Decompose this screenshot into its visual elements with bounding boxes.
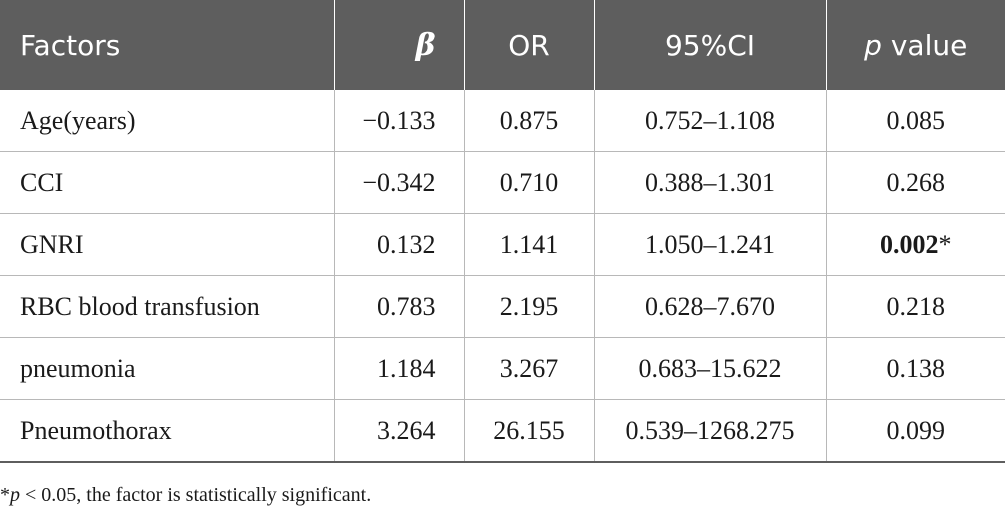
table-footnote: *p < 0.05, the factor is statistically s… xyxy=(0,484,371,507)
results-table: Factors β OR 95%CI p value Age(years) −0… xyxy=(0,0,1005,463)
cell-beta: 0.132 xyxy=(333,213,464,276)
cell-p: 0.218 xyxy=(825,275,1005,338)
p-value-significant: 0.002 xyxy=(880,229,939,259)
cell-or: 0.875 xyxy=(463,90,594,152)
cell-p: 0.085 xyxy=(825,90,1005,152)
cell-beta: 3.264 xyxy=(333,399,464,463)
cell-beta: 0.783 xyxy=(333,275,464,338)
cell-or: 1.141 xyxy=(463,213,594,276)
cell-p: 0.268 xyxy=(825,151,1005,214)
table-row: RBC blood transfusion 0.783 2.195 0.628–… xyxy=(0,275,1005,338)
cell-ci: 0.539–1268.275 xyxy=(593,399,826,463)
cell-or: 0.710 xyxy=(463,151,594,214)
cell-ci: 0.683–15.622 xyxy=(593,337,826,400)
table-body: Age(years) −0.133 0.875 0.752–1.108 0.08… xyxy=(0,90,1005,463)
table-row: Pneumothorax 3.264 26.155 0.539–1268.275… xyxy=(0,399,1005,463)
cell-factor: pneumonia xyxy=(0,337,334,400)
cell-beta: −0.342 xyxy=(333,151,464,214)
header-ci: 95%CI xyxy=(593,0,826,90)
header-row: Factors β OR 95%CI p value xyxy=(0,0,1005,90)
p-value: 0.268 xyxy=(886,167,946,197)
cell-or: 2.195 xyxy=(463,275,594,338)
table-row: Age(years) −0.133 0.875 0.752–1.108 0.08… xyxy=(0,90,1005,152)
cell-or: 3.267 xyxy=(463,337,594,400)
cell-ci: 0.752–1.108 xyxy=(593,90,826,152)
table-row: pneumonia 1.184 3.267 0.683–15.622 0.138 xyxy=(0,337,1005,400)
table-header: Factors β OR 95%CI p value xyxy=(0,0,1005,90)
header-p-symbol: p xyxy=(864,28,882,62)
cell-factor: Pneumothorax xyxy=(0,399,334,463)
cell-p: 0.099 xyxy=(825,399,1005,463)
cell-ci: 0.388–1.301 xyxy=(593,151,826,214)
cell-factor: Age(years) xyxy=(0,90,334,152)
footnote-star: * xyxy=(0,484,10,506)
cell-beta: 1.184 xyxy=(333,337,464,400)
header-factors: Factors xyxy=(0,0,334,90)
cell-factor: RBC blood transfusion xyxy=(0,275,334,338)
p-value: 0.138 xyxy=(886,353,946,383)
cell-ci: 0.628–7.670 xyxy=(593,275,826,338)
cell-p: 0.138 xyxy=(825,337,1005,400)
header-p-label: value xyxy=(881,28,968,62)
cell-p: 0.002* xyxy=(825,213,1005,276)
table-row: GNRI 0.132 1.141 1.050–1.241 0.002* xyxy=(0,213,1005,276)
header-p-value: p value xyxy=(825,0,1005,90)
p-value: 0.218 xyxy=(886,291,946,321)
cell-factor: CCI xyxy=(0,151,334,214)
cell-beta: −0.133 xyxy=(333,90,464,152)
header-or: OR xyxy=(463,0,594,90)
header-beta-symbol: β xyxy=(415,27,436,63)
footnote-text: < 0.05, the factor is statistically sign… xyxy=(20,484,372,506)
cell-or: 26.155 xyxy=(463,399,594,463)
cell-factor: GNRI xyxy=(0,213,334,276)
p-mark: * xyxy=(938,229,952,259)
p-value: 0.099 xyxy=(886,415,946,445)
cell-ci: 1.050–1.241 xyxy=(593,213,826,276)
header-beta: β xyxy=(333,0,464,90)
p-value: 0.085 xyxy=(886,105,946,135)
table-row: CCI −0.342 0.710 0.388–1.301 0.268 xyxy=(0,151,1005,214)
footnote-p-symbol: p xyxy=(10,484,20,506)
